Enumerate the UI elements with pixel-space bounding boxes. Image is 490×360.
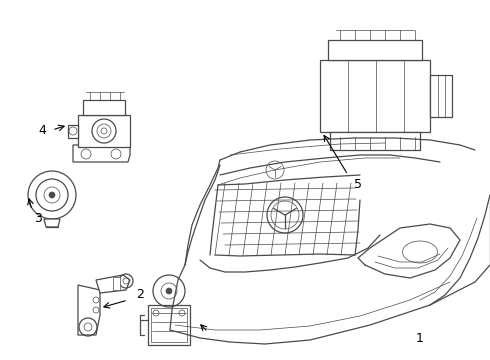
Bar xyxy=(430,75,452,117)
Bar xyxy=(330,132,420,150)
Polygon shape xyxy=(113,277,120,290)
Circle shape xyxy=(49,192,55,198)
Text: 3: 3 xyxy=(34,211,42,225)
Bar xyxy=(320,60,430,132)
Polygon shape xyxy=(96,275,130,293)
Bar xyxy=(328,40,422,60)
Text: 4: 4 xyxy=(38,123,46,136)
Text: 5: 5 xyxy=(354,179,362,192)
Text: 2: 2 xyxy=(136,288,144,302)
Polygon shape xyxy=(78,285,100,335)
Polygon shape xyxy=(73,145,130,162)
Text: 1: 1 xyxy=(416,332,424,345)
Bar xyxy=(78,115,130,147)
Bar xyxy=(83,100,125,115)
Bar xyxy=(151,308,187,342)
Bar xyxy=(148,305,190,345)
Polygon shape xyxy=(68,125,78,138)
Circle shape xyxy=(166,288,172,294)
Polygon shape xyxy=(44,219,60,227)
